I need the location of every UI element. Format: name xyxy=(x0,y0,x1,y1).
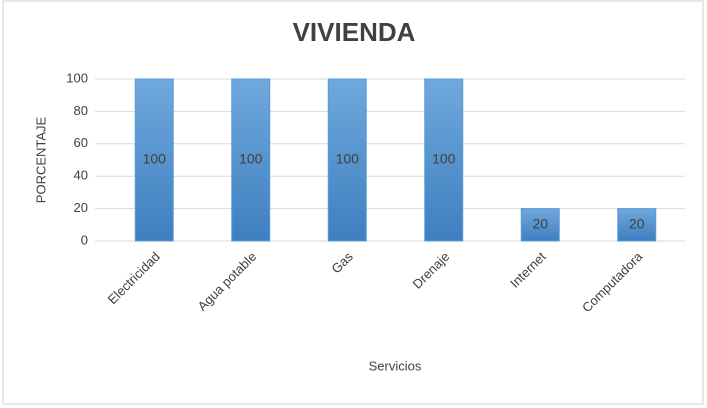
data-label: 100 xyxy=(239,151,263,167)
y-tick-label: 0 xyxy=(81,232,88,247)
bar xyxy=(327,78,367,242)
bar xyxy=(424,78,464,242)
chart-title: VIVIENDA xyxy=(293,17,416,47)
y-tick-label: 40 xyxy=(74,168,88,183)
y-tick-label: 60 xyxy=(74,135,88,150)
bar xyxy=(231,78,271,242)
y-tick-label: 80 xyxy=(74,103,88,118)
y-tick-label: 20 xyxy=(74,200,88,215)
y-tick-label: 100 xyxy=(66,70,88,85)
data-label: 20 xyxy=(629,216,645,232)
data-label: 100 xyxy=(336,151,360,167)
data-label: 100 xyxy=(143,151,167,167)
bar xyxy=(617,208,657,242)
bar xyxy=(520,208,560,242)
data-label: 100 xyxy=(432,151,456,167)
bar xyxy=(134,78,174,242)
x-axis-label: Servicios xyxy=(369,358,422,373)
y-axis-label: PORCENTAJE xyxy=(33,116,48,203)
data-label: 20 xyxy=(532,216,548,232)
